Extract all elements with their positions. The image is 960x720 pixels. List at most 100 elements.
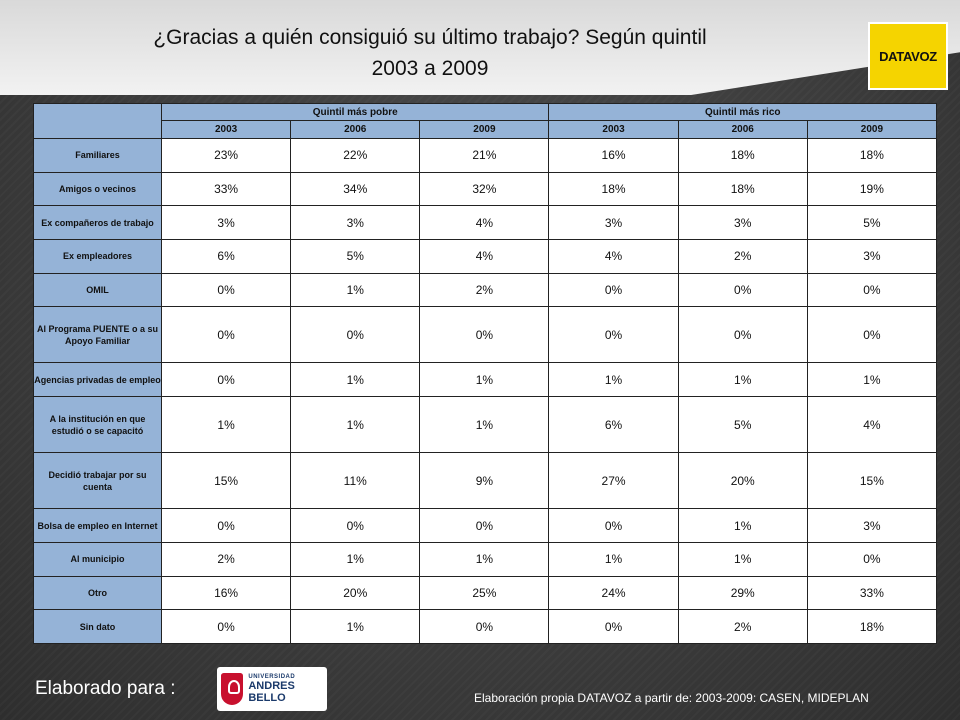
table-cell: 33% — [806, 575, 938, 611]
table-row: Ex empleadores 6% 5% 4% 4% 2% 3% — [33, 238, 938, 274]
title-line-2: 2003 a 2009 — [371, 57, 489, 80]
datavoz-logo: DATAVOZ — [868, 22, 948, 90]
table-cell: 23% — [160, 138, 292, 173]
table-cell: 0% — [677, 306, 808, 364]
table-cell: 21% — [419, 138, 550, 173]
table-cell: 33% — [160, 171, 292, 207]
unab-logo-line2: ANDRES BELLO — [248, 680, 295, 704]
row-label: Ex empleadores — [33, 238, 162, 274]
table-cell: 16% — [160, 575, 292, 611]
table-cell: 0% — [806, 272, 938, 308]
table-cell: 25% — [419, 575, 550, 611]
table-cell: 0% — [548, 508, 679, 543]
table-row: Sin dato 0% 1% 0% 0% 2% 18% — [33, 609, 938, 644]
table-cell: 18% — [677, 138, 808, 173]
table-cell: 0% — [806, 541, 938, 577]
table-cell: 1% — [290, 609, 421, 644]
table-cell: 3% — [806, 238, 938, 274]
table-row: OMIL 0% 1% 2% 0% 0% 0% — [33, 272, 938, 308]
table-cell: 1% — [290, 541, 421, 577]
table-row: Familiares 23% 22% 21% 16% 18% 18% — [33, 138, 938, 173]
table-cell: 3% — [290, 205, 421, 240]
table-cell: 3% — [160, 205, 292, 240]
table-cell: 1% — [419, 541, 550, 577]
table-cell: 22% — [290, 138, 421, 173]
table-cell: 6% — [548, 396, 679, 454]
unab-logo: UNIVERSIDAD ANDRES BELLO — [217, 667, 327, 711]
table-row: Otro 16% 20% 25% 24% 29% 33% — [33, 575, 938, 611]
table-cell: 15% — [806, 452, 938, 510]
table-cell: 3% — [806, 508, 938, 543]
table-cell: 1% — [806, 362, 938, 398]
table-cell: 9% — [419, 452, 550, 510]
table-cell: 0% — [419, 508, 550, 543]
table-cell: 0% — [160, 362, 292, 398]
table-cell: 2% — [677, 609, 808, 644]
table-cell: 1% — [290, 272, 421, 308]
table-cell: 0% — [290, 306, 421, 364]
table-row: Agencias privadas de empleo 0% 1% 1% 1% 1% 1% — [33, 362, 938, 398]
table-cell: 27% — [548, 452, 679, 510]
year-header: 2006 — [290, 120, 421, 139]
table-row: Al municipio 2% 1% 1% 1% 1% 0% — [33, 541, 938, 577]
table-cell: 18% — [677, 171, 808, 207]
table-cell: 19% — [806, 171, 938, 207]
table-cell: 1% — [677, 362, 808, 398]
table-cell: 5% — [290, 238, 421, 274]
table-row: Bolsa de empleo en Internet 0% 0% 0% 0% 1% 3% — [33, 508, 938, 543]
table-cell: 1% — [548, 541, 679, 577]
unab-shield-icon — [221, 673, 244, 705]
table-cell: 6% — [160, 238, 292, 274]
row-label: Bolsa de empleo en Internet — [33, 508, 162, 543]
title-line-1: ¿Gracias a quién consiguió su último tra… — [153, 26, 707, 49]
table-cell: 0% — [806, 306, 938, 364]
row-label: Ex compañeros de trabajo — [33, 205, 162, 240]
table-cell: 1% — [677, 508, 808, 543]
table-cell: 11% — [290, 452, 421, 510]
table-cell: 20% — [677, 452, 808, 510]
table-cell: 34% — [290, 171, 421, 207]
table-row: Amigos o vecinos 33% 34% 32% 18% 18% 19% — [33, 171, 938, 207]
group-header-richest: Quintil más rico — [548, 103, 937, 121]
table-cell: 18% — [548, 171, 679, 207]
table-cell: 2% — [419, 272, 550, 308]
table-cell: 0% — [677, 272, 808, 308]
table-cell: 1% — [160, 396, 292, 454]
row-label: OMIL — [33, 272, 162, 308]
year-header: 2003 — [548, 120, 679, 139]
year-header: 2006 — [677, 120, 808, 139]
year-header-row: 2003 2006 2009 2003 2006 2009 — [34, 120, 938, 139]
table-cell: 0% — [160, 272, 292, 308]
table-cell: 1% — [548, 362, 679, 398]
table-cell: 5% — [677, 396, 808, 454]
year-header: 2009 — [419, 120, 550, 139]
table-cell: 0% — [548, 272, 679, 308]
table-cell: 3% — [677, 205, 808, 240]
table-cell: 3% — [548, 205, 679, 240]
table-cell: 29% — [677, 575, 808, 611]
table-cell: 0% — [419, 609, 550, 644]
row-label: Al Programa PUENTE o a su Apoyo Familiar — [33, 306, 162, 364]
table-cell: 4% — [419, 205, 550, 240]
table-row: A la institución en que estudió o se cap… — [33, 396, 938, 454]
row-label: A la institución en que estudió o se cap… — [33, 396, 162, 454]
table-cell: 15% — [160, 452, 292, 510]
datavoz-logo-text: DATAVOZ — [879, 48, 937, 64]
year-header: 2003 — [160, 120, 292, 139]
group-header-poorest: Quintil más pobre — [160, 103, 550, 121]
table-cell: 4% — [548, 238, 679, 274]
row-label: Decidió trabajar por su cuenta — [33, 452, 162, 510]
table-cell: 5% — [806, 205, 938, 240]
table-cell: 0% — [548, 306, 679, 364]
table-cell: 1% — [290, 362, 421, 398]
table-cell: 0% — [290, 508, 421, 543]
table-cell: 1% — [419, 362, 550, 398]
table-cell: 0% — [160, 306, 292, 364]
table-cell: 2% — [677, 238, 808, 274]
row-label: Amigos o vecinos — [33, 171, 162, 207]
table-cell: 4% — [806, 396, 938, 454]
table-cell: 0% — [419, 306, 550, 364]
table-cell: 0% — [160, 508, 292, 543]
table-corner — [33, 103, 162, 139]
table-cell: 1% — [677, 541, 808, 577]
